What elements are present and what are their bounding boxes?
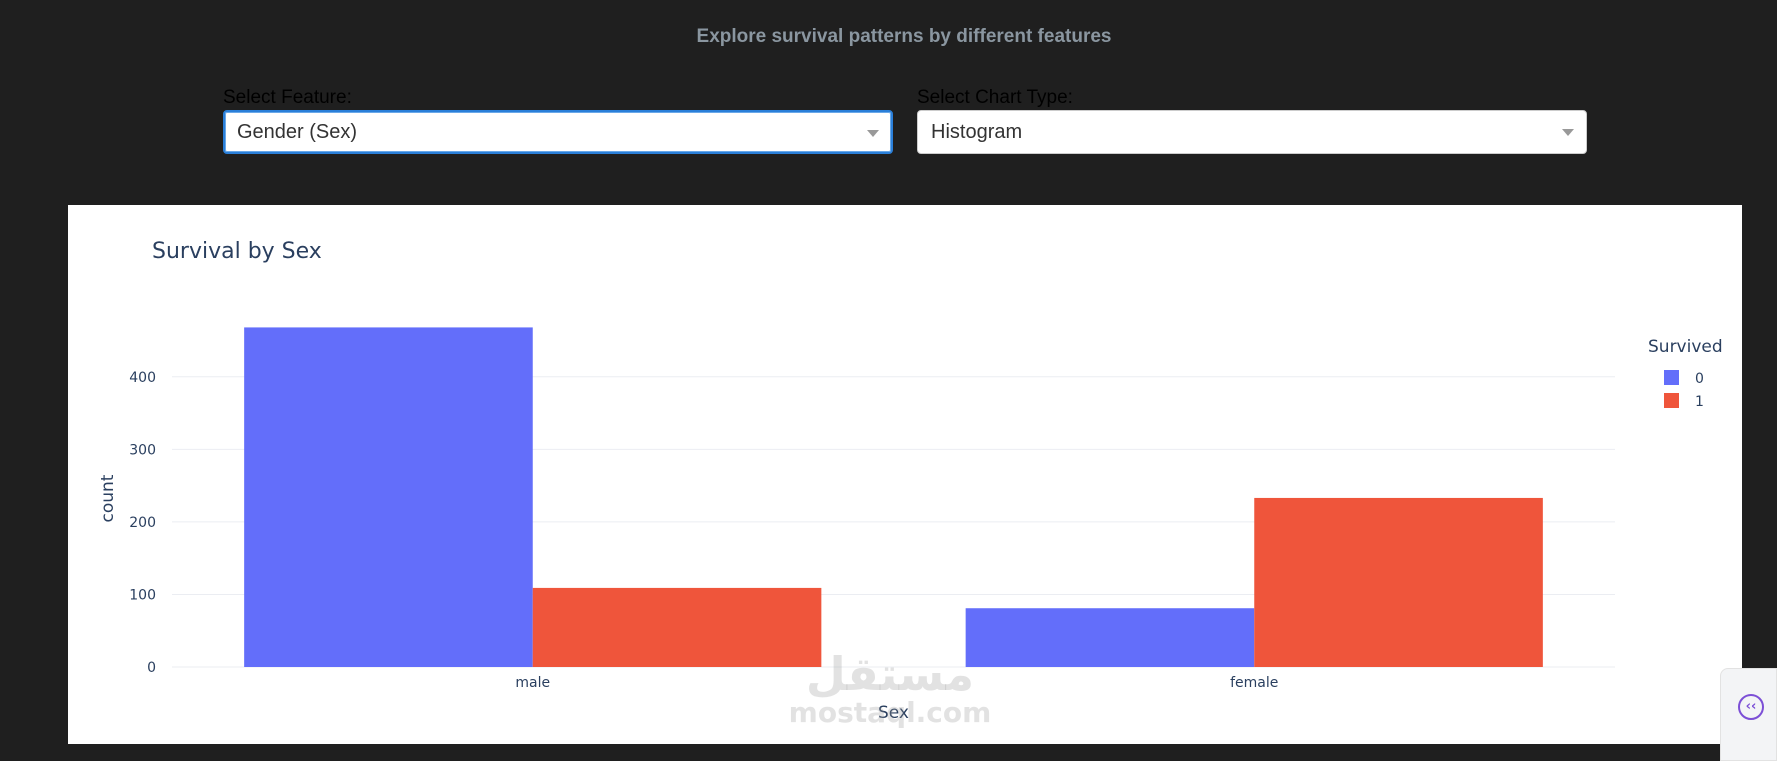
page-subtitle: Explore survival patterns by different f… [696, 26, 1112, 47]
chevron-down-icon[interactable] [1562, 129, 1574, 136]
chart-type-dropdown-value: Histogram [931, 120, 1023, 143]
bar-female-survived-0[interactable] [965, 608, 1255, 667]
legend-swatch-0[interactable] [1664, 370, 1679, 385]
y-tick-label: 0 [147, 660, 156, 676]
x-tick-label: female [1230, 675, 1278, 691]
watermark-arabic: مستقل [805, 647, 975, 701]
feature-control: Select Feature: Gender (Sex) [223, 86, 893, 154]
y-tick-label: 300 [129, 442, 156, 458]
double-chevron-left-icon[interactable]: ‹‹ [1738, 694, 1764, 720]
legend-swatch-1[interactable] [1664, 393, 1679, 408]
x-tick-label: male [515, 675, 550, 691]
y-axis-title: count [98, 474, 118, 522]
chart-type-control: Select Chart Type: Histogram [917, 86, 1587, 154]
feature-dropdown[interactable]: Gender (Sex) [223, 110, 893, 154]
y-tick-label: 400 [129, 370, 156, 386]
x-axis-title: Sex [878, 703, 909, 723]
watermark-latin: mostaql.com [788, 696, 992, 729]
chevron-down-icon[interactable] [867, 130, 879, 137]
legend-title: Survived [1648, 337, 1723, 357]
bar-male-survived-1[interactable] [532, 587, 822, 667]
side-panel-tab[interactable]: ‹‹ [1720, 668, 1777, 761]
chart-title: Survival by Sex [152, 239, 322, 264]
watermark-logo: مستقل mostaql.com [780, 650, 1000, 728]
bar-female-survived-1[interactable] [1254, 497, 1543, 667]
bar-male-survived-0[interactable] [244, 327, 533, 667]
y-tick-label: 200 [129, 515, 156, 531]
bar-chart: Survival by Sex 0 100 200 300 400 male female Se… [98, 239, 1723, 723]
chart-panel: Survival by Sex 0 100 200 300 400 male female Se… [68, 205, 1742, 744]
legend-label-1[interactable]: 1 [1695, 394, 1704, 410]
chart-type-dropdown[interactable]: Histogram [917, 110, 1587, 154]
feature-label: Select Feature: [223, 87, 352, 108]
y-tick-label: 100 [129, 587, 156, 603]
feature-dropdown-value: Gender (Sex) [237, 120, 358, 143]
legend-label-0[interactable]: 0 [1695, 371, 1704, 387]
chart-type-label: Select Chart Type: [917, 87, 1073, 108]
